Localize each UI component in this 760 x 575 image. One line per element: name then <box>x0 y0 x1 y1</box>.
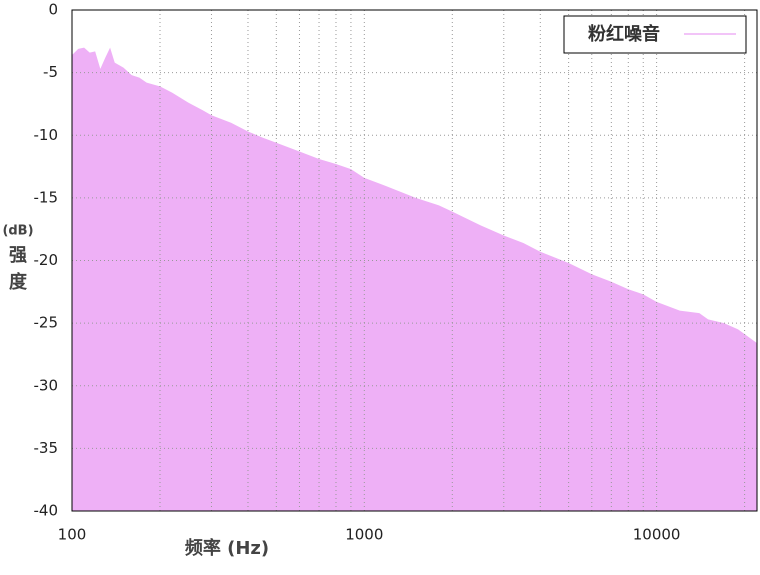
plot-frame <box>71 9 758 512</box>
y-tick-label: 0 <box>48 1 58 19</box>
y-axis-unit: (dB) <box>2 224 33 239</box>
y-tick-label: -20 <box>34 251 59 269</box>
y-tick-label: -25 <box>34 314 59 332</box>
x-axis-label: 频率 (Hz) <box>185 537 269 559</box>
y-tick-label: -30 <box>34 376 59 394</box>
y-axis-label: 强 <box>9 245 27 266</box>
area <box>72 47 757 511</box>
x-tick-label: 100 <box>58 526 87 544</box>
y-tick-label: -35 <box>34 439 59 457</box>
y-tick-label: -5 <box>43 63 58 81</box>
legend-label: 粉红噪音 <box>588 23 660 45</box>
y-tick-label: -10 <box>34 126 59 144</box>
y-axis-label: 度 <box>9 271 28 293</box>
x-tick-label: 1000 <box>345 526 383 544</box>
y-tick-label: -15 <box>34 188 59 206</box>
x-tick-label: 10000 <box>633 526 681 544</box>
y-tick-label: -40 <box>34 502 59 520</box>
